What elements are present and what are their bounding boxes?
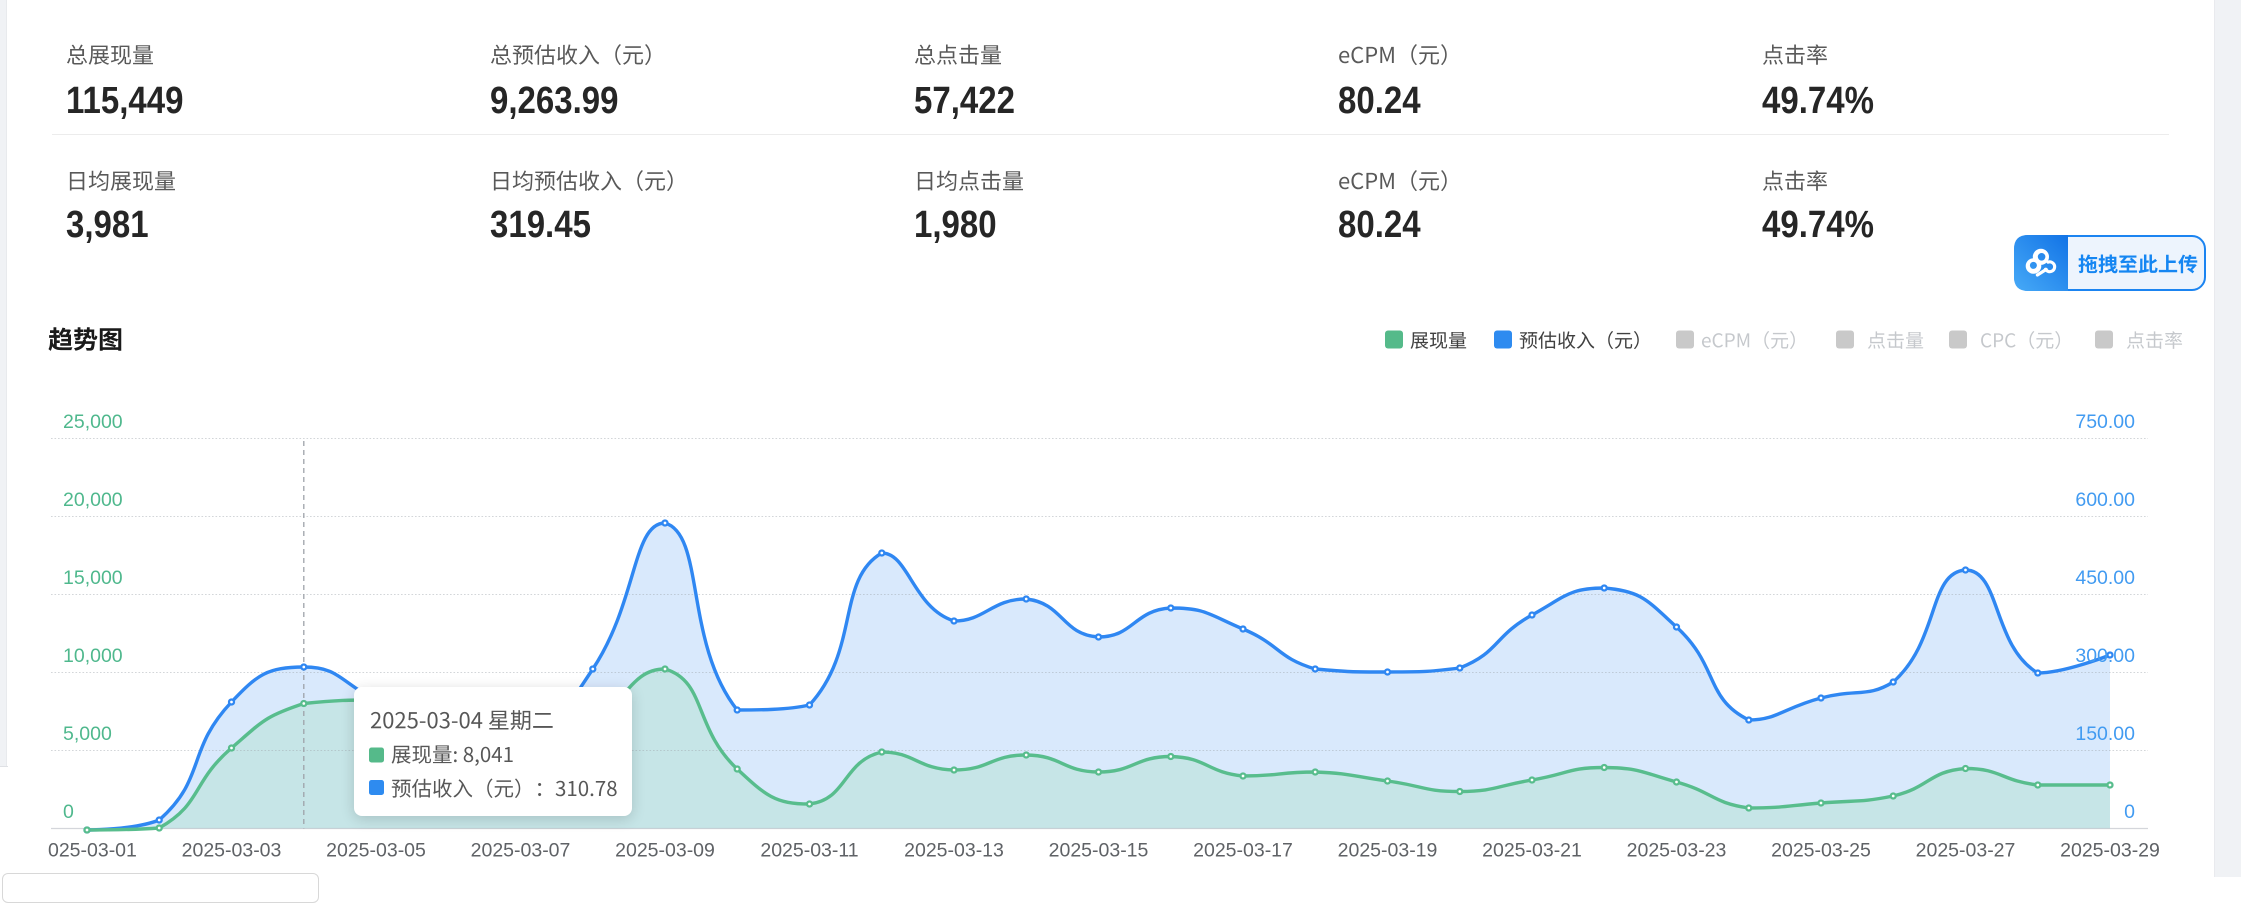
svg-text:15,000: 15,000 (63, 567, 123, 589)
svg-text:300.00: 300.00 (2075, 645, 2135, 667)
svg-text:2025-03-19: 2025-03-19 (1338, 840, 1438, 862)
svg-text:20,000: 20,000 (63, 489, 123, 511)
svg-text:2025-03-15: 2025-03-15 (1049, 840, 1149, 862)
svg-text:2025-03-05: 2025-03-05 (326, 840, 426, 862)
svg-text:2025-03-01: 2025-03-01 (37, 840, 137, 862)
svg-text:2025-03-03: 2025-03-03 (182, 840, 282, 862)
svg-text:600.00: 600.00 (2075, 489, 2135, 511)
svg-text:450.00: 450.00 (2075, 567, 2135, 589)
svg-text:2025-03-23: 2025-03-23 (1627, 840, 1727, 862)
svg-text:750.00: 750.00 (2075, 411, 2135, 433)
svg-text:2025-03-09: 2025-03-09 (615, 840, 715, 862)
svg-text:5,000: 5,000 (63, 723, 112, 745)
svg-text:2025-03-13: 2025-03-13 (904, 840, 1004, 862)
svg-text:0: 0 (2124, 801, 2135, 823)
svg-text:2025-03-27: 2025-03-27 (1916, 840, 2016, 862)
svg-text:2025-03-29: 2025-03-29 (2060, 840, 2160, 862)
svg-text:2025-03-11: 2025-03-11 (760, 840, 858, 862)
svg-text:0: 0 (63, 801, 74, 823)
svg-text:25,000: 25,000 (63, 411, 123, 433)
svg-text:2025-03-07: 2025-03-07 (471, 840, 571, 862)
svg-text:10,000: 10,000 (63, 645, 123, 667)
svg-text:2025-03-17: 2025-03-17 (1193, 840, 1293, 862)
svg-text:2025-03-21: 2025-03-21 (1482, 840, 1582, 862)
svg-text:2025-03-25: 2025-03-25 (1771, 840, 1871, 862)
svg-text:150.00: 150.00 (2075, 723, 2135, 745)
